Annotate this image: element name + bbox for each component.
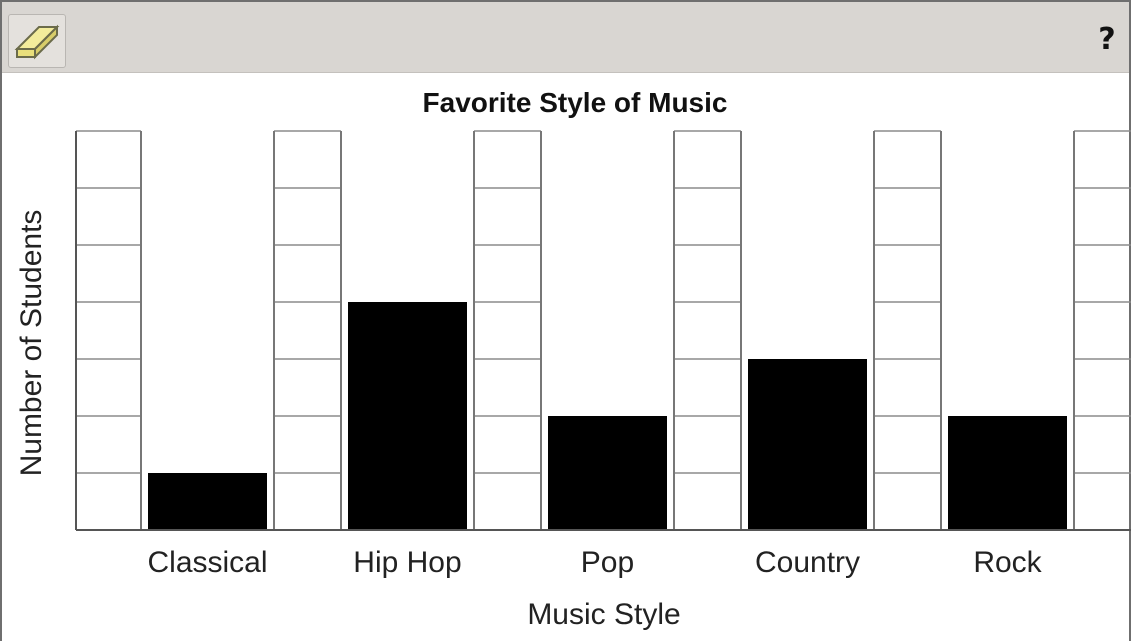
bar-classical (148, 473, 267, 530)
bar-rock (948, 416, 1067, 530)
y-axis-label: Number of Students (15, 210, 48, 477)
x-tick-label: Pop (581, 546, 634, 579)
x-tick-label: Rock (973, 546, 1042, 579)
toolbar: ? (2, 2, 1129, 73)
help-button[interactable]: ? (1098, 22, 1116, 57)
bar-country (748, 359, 867, 530)
bar-hip-hop (348, 302, 467, 530)
eraser-icon (14, 24, 60, 60)
bar-pop (548, 416, 667, 530)
eraser-button[interactable] (8, 14, 66, 68)
x-tick-label: Hip Hop (353, 546, 461, 579)
x-axis-label: Music Style (527, 598, 680, 631)
chart-title: Favorite Style of Music (423, 87, 728, 118)
x-tick-label: Country (755, 546, 860, 579)
plot-area: Classical Hip Hop Pop Country Rock (75, 130, 1131, 579)
x-tick-label: Classical (147, 546, 267, 579)
